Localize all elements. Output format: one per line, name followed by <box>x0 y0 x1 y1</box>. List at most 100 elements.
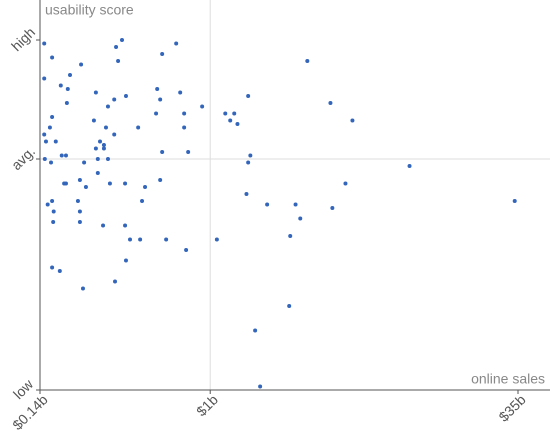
point <box>123 223 128 228</box>
point <box>82 160 87 165</box>
point <box>350 118 355 123</box>
point <box>50 265 55 270</box>
point <box>288 234 293 238</box>
point <box>75 199 80 203</box>
point <box>330 206 335 210</box>
point <box>112 97 117 102</box>
point <box>77 178 82 182</box>
point <box>59 153 64 158</box>
point <box>228 118 233 123</box>
point <box>235 122 240 126</box>
point <box>98 139 103 144</box>
point <box>160 150 165 154</box>
point <box>57 269 62 273</box>
point <box>128 237 133 242</box>
point <box>63 181 68 186</box>
point <box>50 115 55 119</box>
point <box>65 87 70 91</box>
point <box>258 384 263 389</box>
point <box>512 199 517 203</box>
point <box>51 220 56 224</box>
x-axis-label: online sales <box>471 371 545 387</box>
point <box>154 111 159 116</box>
point <box>51 209 56 214</box>
point <box>328 101 333 105</box>
point <box>83 185 88 189</box>
point <box>123 258 128 263</box>
x-tick-label: $1b <box>193 391 221 419</box>
point <box>160 52 165 56</box>
point <box>407 164 412 168</box>
point <box>164 237 169 242</box>
point <box>42 76 47 81</box>
point <box>107 181 112 186</box>
point <box>80 286 85 291</box>
point <box>248 153 253 158</box>
point <box>42 41 47 46</box>
point <box>112 132 117 137</box>
point <box>182 125 187 130</box>
point <box>138 237 143 242</box>
point <box>174 41 179 46</box>
point <box>158 178 163 182</box>
point <box>186 150 191 154</box>
point <box>105 157 110 161</box>
point <box>79 62 84 67</box>
point <box>244 192 249 196</box>
point <box>77 209 82 214</box>
point <box>114 45 119 49</box>
point <box>68 73 73 77</box>
y-tick-label: high <box>8 24 38 54</box>
point <box>95 157 100 161</box>
point <box>58 83 63 88</box>
point <box>246 160 251 165</box>
point <box>42 157 47 161</box>
point <box>343 181 348 186</box>
point <box>158 97 163 102</box>
point <box>45 202 50 207</box>
point <box>155 87 160 91</box>
point <box>214 237 219 242</box>
point <box>101 143 106 147</box>
point <box>120 38 125 42</box>
point <box>105 104 110 109</box>
point <box>63 153 68 158</box>
point <box>253 328 258 333</box>
point <box>49 160 54 165</box>
y-tick-label: avg. <box>8 143 38 173</box>
point <box>123 94 128 98</box>
point <box>182 111 187 116</box>
point <box>113 279 118 284</box>
point <box>47 125 52 130</box>
point <box>184 248 189 252</box>
point <box>101 223 106 228</box>
point <box>246 94 251 98</box>
y-axis-label: usability score <box>45 2 134 18</box>
point <box>103 125 108 130</box>
point <box>77 220 82 224</box>
point <box>136 125 141 130</box>
point <box>200 104 205 109</box>
point <box>95 171 100 175</box>
point <box>232 111 237 116</box>
point <box>50 55 55 60</box>
point <box>43 139 48 144</box>
point <box>143 185 148 189</box>
point <box>223 111 228 116</box>
point <box>265 202 270 207</box>
point <box>305 59 310 63</box>
point <box>287 304 292 308</box>
x-tick-label: $35b <box>495 391 528 424</box>
point <box>93 146 98 151</box>
point <box>178 90 183 95</box>
point <box>140 199 145 203</box>
point <box>101 146 106 151</box>
point <box>53 139 58 144</box>
point <box>42 132 47 137</box>
point <box>293 202 298 207</box>
point <box>93 90 98 95</box>
point <box>91 118 96 123</box>
point <box>64 101 69 105</box>
